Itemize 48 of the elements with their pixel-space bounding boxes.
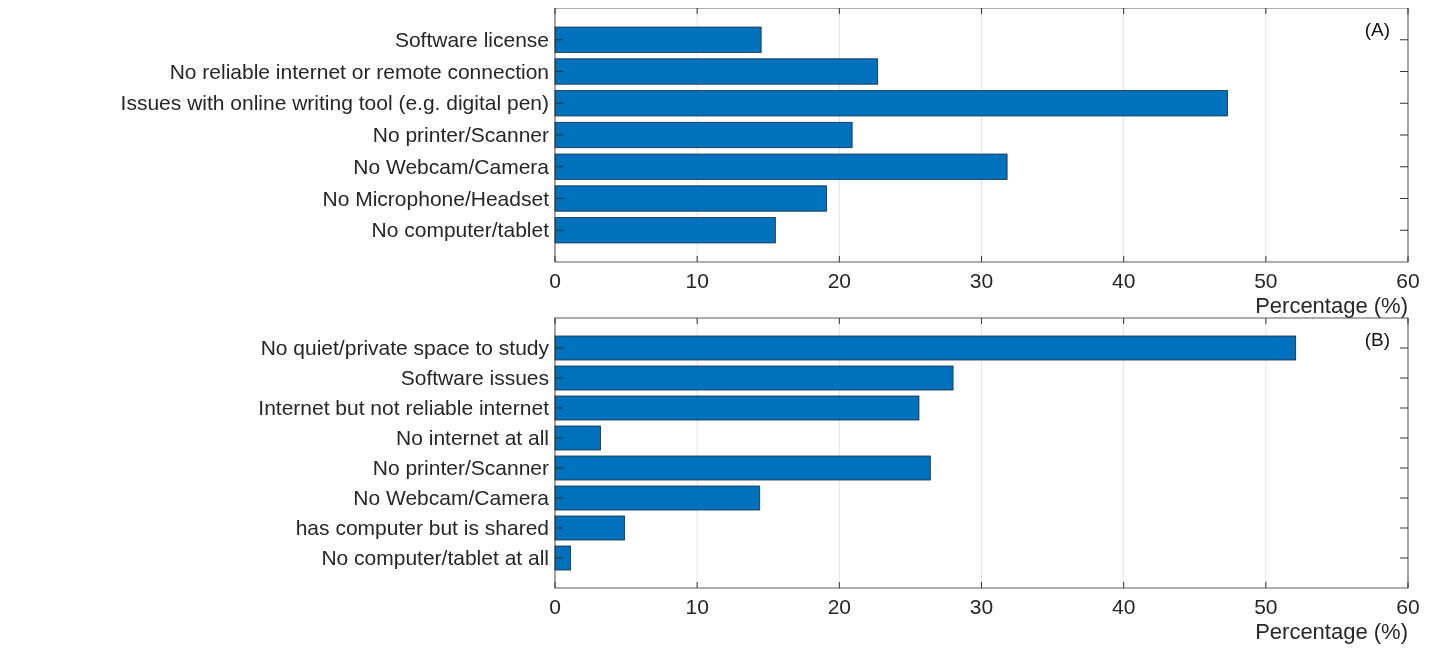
x-tick-label: 0 xyxy=(549,595,561,618)
x-tick-label: 50 xyxy=(1254,595,1278,618)
bar xyxy=(554,425,601,451)
y-tick-label: No printer/Scanner xyxy=(372,123,549,146)
annotation: (B) xyxy=(1364,329,1390,350)
y-tick-label: Issues with online writing tool (e.g. digital pen) xyxy=(120,91,549,115)
bar xyxy=(554,365,954,391)
y-tick-label: No Webcam/Camera xyxy=(353,154,550,178)
bar xyxy=(554,58,879,85)
bar xyxy=(554,455,931,481)
y-tick-label: No computer/tablet at all xyxy=(321,546,549,569)
bar xyxy=(554,185,827,212)
y-tick-label: No quiet/private space to study xyxy=(260,336,550,359)
y-tick-label: Software issues xyxy=(400,366,549,389)
y-tick-label: Software license xyxy=(394,27,549,51)
bar xyxy=(554,545,572,571)
y-tick-label: No Webcam/Camera xyxy=(353,486,550,509)
x-tick-label: 10 xyxy=(685,269,709,292)
bar xyxy=(554,485,761,511)
annotation: (A) xyxy=(1364,19,1390,40)
y-tick-label: has computer but is shared xyxy=(295,516,549,539)
bar xyxy=(554,217,776,244)
y-tick-label: No computer/tablet xyxy=(371,218,550,242)
y-tick-label: No internet at all xyxy=(396,426,549,449)
bar xyxy=(554,26,762,53)
y-tick-label: No printer/Scanner xyxy=(372,456,549,479)
x-tick-label: 30 xyxy=(969,269,994,292)
bar xyxy=(554,515,626,541)
bar xyxy=(554,153,1008,180)
bar xyxy=(554,335,1297,361)
y-tick-label: No Microphone/Headset xyxy=(322,186,550,210)
x-tick-label: 30 xyxy=(969,595,994,618)
x-tick-label: 20 xyxy=(827,595,852,618)
x-tick-label: 60 xyxy=(1396,595,1420,618)
x-tick-label: 40 xyxy=(1111,595,1136,618)
x-tick-label: 60 xyxy=(1396,269,1420,292)
x-tick-label: 50 xyxy=(1254,269,1278,292)
x-axis-title: Percentage (%) xyxy=(1255,619,1408,644)
x-axis-title: Percentage (%) xyxy=(1255,293,1408,318)
bar xyxy=(554,121,853,149)
bar xyxy=(554,90,1228,117)
x-tick-label: 10 xyxy=(685,595,709,618)
bar xyxy=(554,395,920,421)
x-tick-label: 0 xyxy=(549,269,561,292)
y-tick-label: No reliable internet or remote connection xyxy=(169,59,549,83)
x-tick-label: 40 xyxy=(1111,269,1136,292)
x-tick-label: 20 xyxy=(827,269,852,292)
y-tick-label: Internet but not reliable internet xyxy=(258,396,550,419)
